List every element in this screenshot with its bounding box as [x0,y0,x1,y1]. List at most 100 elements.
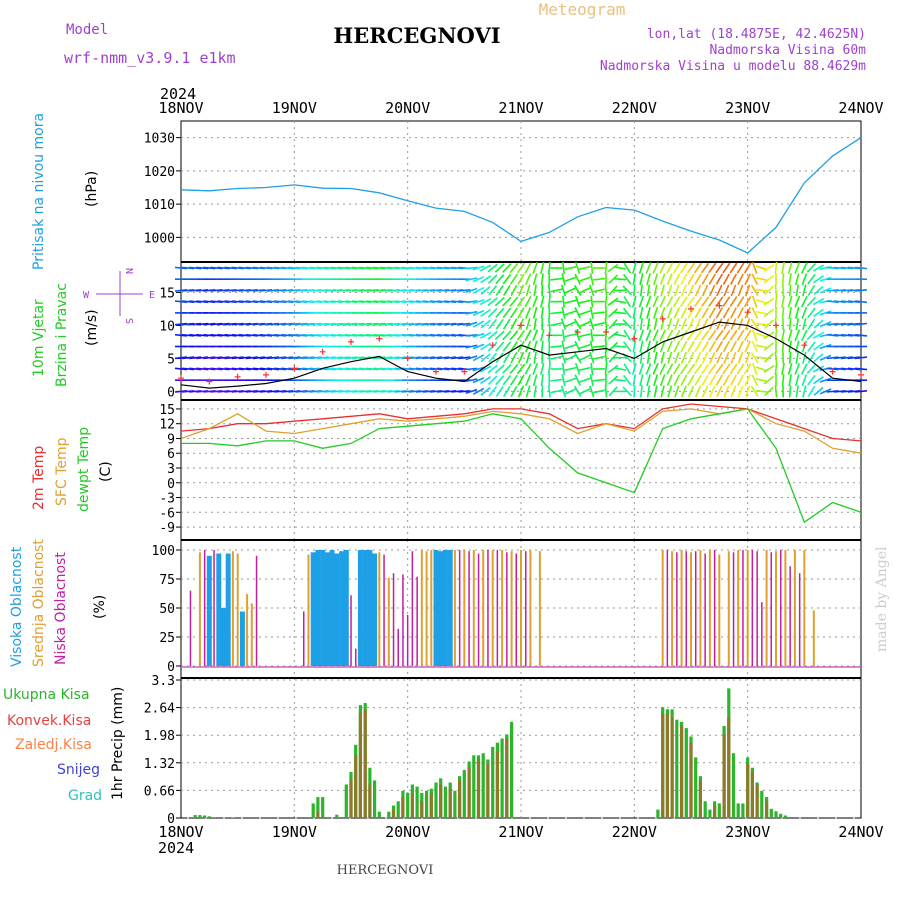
wind-arrow [794,306,800,319]
wind-arrow [667,318,673,331]
wind-arrow [680,318,687,330]
wind-arrow [590,295,594,308]
wind-arrow [680,273,688,285]
wind-arrow [502,364,512,374]
wind-arrow [708,363,717,375]
wind-gust-marker [518,322,524,329]
cloud-bar-1 [727,551,730,666]
wind-arrow [645,329,652,342]
wind-arrow [854,322,868,326]
cloud-bar-1 [472,550,475,666]
wind-arrow [819,276,832,282]
wind-arrow [700,363,710,375]
cloud-bar-2 [402,574,404,666]
cloud-bar-2 [468,551,470,666]
wind-arrow [673,329,681,341]
cloud-bar-2 [458,550,461,666]
wind-arrow [674,284,680,297]
cloud-bar-2 [695,551,697,666]
wind-arrow [750,284,759,296]
wind-arrow [592,378,605,382]
precip-conv-bar [755,784,759,818]
wind-arrow [751,307,759,319]
wind-arrow [547,261,551,274]
wind-arrow [517,340,525,353]
y-tick-label: 1.32 [144,757,175,772]
wind-arrow [590,329,594,342]
wind-arrow [550,288,563,293]
wind-arrow [854,390,868,393]
wind-arrow [502,263,512,273]
wind-arrow [564,310,577,316]
cloud-bar-0 [362,550,368,666]
cloud-bar-0 [367,550,373,666]
cloud-bar-2 [255,555,258,666]
cloud-bar-0 [239,611,245,666]
precip-plot [193,688,787,818]
wind-arrow [694,374,702,386]
wind-arrow [701,340,709,353]
wind-arrow [540,295,545,308]
cloud-bar-0 [310,552,316,666]
precip-total-bar [783,815,787,818]
wind-arrow [524,296,532,308]
precip-conv-bar [391,809,396,818]
wind-arrow [533,351,537,364]
compass-s-label: S [123,318,134,324]
wind-arrow [679,296,688,308]
wind-arrow [487,364,498,374]
x-tick-label-top: 22NOV [612,99,657,117]
wind-arrow [813,353,824,363]
wind-arrow [578,388,591,395]
wind-arrow [516,363,526,375]
wind-arrow [687,318,695,330]
pressure-label: Pritisak na nivou mora [31,113,47,270]
wind-arrow [715,340,723,353]
wind-arrow [716,284,723,297]
wind-arrow [592,345,605,348]
y-tick-label: 0.66 [144,784,175,799]
cloud-bar-2 [742,550,744,666]
wind-arrow [701,307,709,319]
precip-total-bar [434,782,438,818]
wind-arrow [751,329,758,342]
cloud-bar-1 [775,551,777,666]
wind-arrow [660,351,665,364]
compass-n-label: N [123,268,134,274]
wind-arrow [755,378,768,383]
precip-total-bar [425,790,429,818]
wind-arrow [795,351,799,364]
wind-arrow [806,330,817,341]
wind-arrow [755,356,768,360]
wind-arrow [744,374,751,386]
wind-arrow [561,306,566,319]
wind-arrow [494,297,505,307]
wind-arrow [623,329,632,341]
wind-arrow [540,340,544,353]
wind-arrow [730,385,737,398]
wind-arrow [687,284,695,297]
x-tick-label-bottom: 21NOV [498,823,543,841]
precip-total-bar [377,811,381,818]
wind-arrow [573,284,582,297]
wind-arrow [700,262,710,274]
precip-total-bar [675,719,679,818]
precip-conv-bar [698,780,702,818]
wind-arrow [503,352,511,364]
wind-arrow [465,287,478,293]
tsfc-label: SFC Temp [54,437,70,506]
wind-arrow [744,318,751,331]
wind-arrow [488,386,498,397]
cloud-bar-2 [406,615,409,666]
precip-total-bar [373,780,377,818]
wind-gust-marker [206,378,213,385]
wind-arrow [715,363,724,375]
wind-arrow [751,295,758,308]
wind-arrow [516,296,526,307]
wind-arrow [679,262,688,274]
precip-total-bar [774,811,778,818]
wind-arrow [502,307,512,319]
wind-arrow [819,343,832,350]
cloud-bar-1 [737,550,740,666]
precip-conv-bar [746,763,750,818]
